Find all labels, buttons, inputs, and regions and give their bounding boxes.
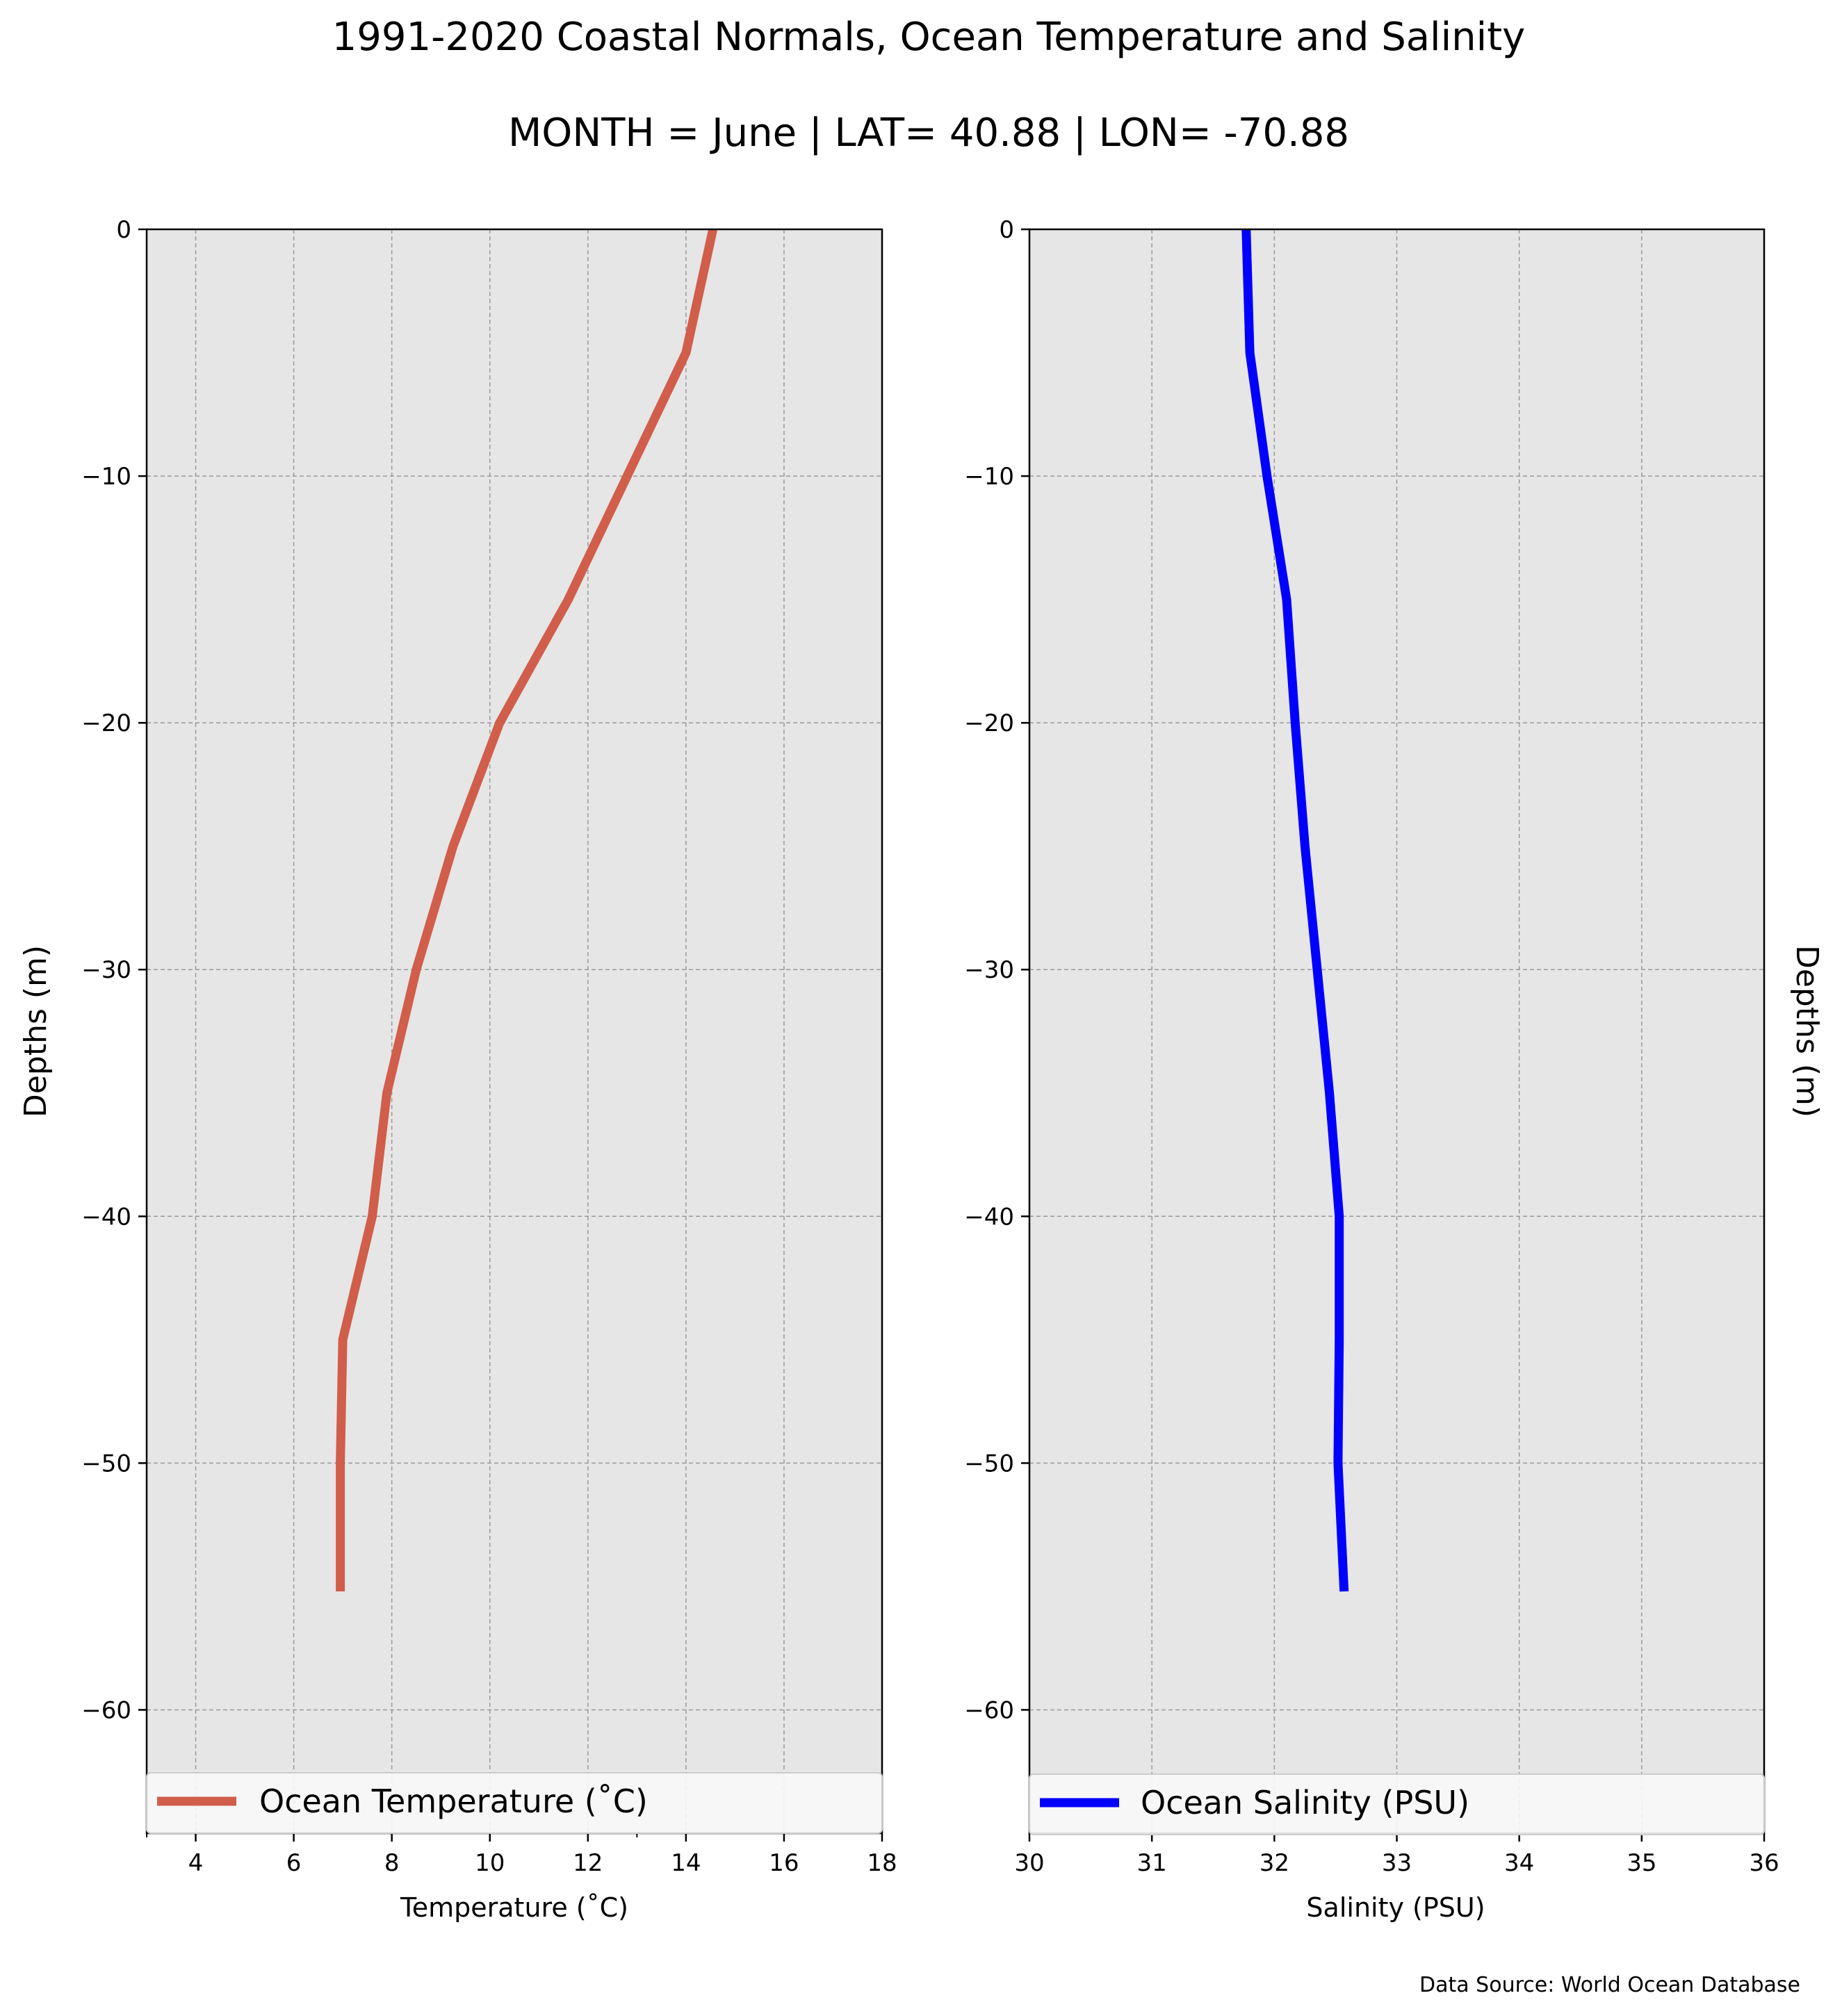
- temperature-x-tick-label: 6: [286, 1849, 302, 1877]
- salinity-legend-box: [1029, 1773, 1765, 1835]
- salinity-x-tick-label: 36: [1749, 1849, 1779, 1877]
- salinity-chart: 30 31 32 33 34 35 36 0 −10 −20 −30 −40 −50 −60 Ocean…: [964, 216, 1825, 1923]
- temperature-data-point: [386, 1092, 388, 1094]
- salinity-data-point: [1266, 475, 1268, 477]
- salinity-y-tick-label: −60: [964, 1696, 1014, 1724]
- salinity-x-tick-label: 31: [1137, 1849, 1167, 1877]
- temperature-data-point: [453, 846, 454, 847]
- data-source-note: Data Source: World Ocean Database: [1419, 1973, 1800, 1997]
- salinity-x-tick-label: 33: [1382, 1849, 1412, 1877]
- salinity-x-ticks: 30 31 32 33 34 35 36: [1014, 1833, 1779, 1877]
- salinity-y-tick-label: −50: [964, 1450, 1014, 1477]
- temperature-x-axis-label: Temperature (˚C): [400, 1892, 628, 1923]
- salinity-data-point: [1339, 1215, 1340, 1217]
- salinity-data-point: [1337, 1462, 1339, 1464]
- temperature-legend-box: [146, 1772, 883, 1834]
- temperature-x-tick-label: 8: [384, 1849, 400, 1877]
- temperature-x-tick-label: 10: [475, 1849, 505, 1877]
- temperature-x-tick-label: 4: [188, 1849, 204, 1877]
- temperature-grid: [147, 229, 883, 1833]
- temperature-data-point: [340, 1462, 341, 1464]
- salinity-x-tick-label: 34: [1504, 1849, 1534, 1877]
- temperature-x-tick-label: 18: [867, 1849, 897, 1877]
- temperature-y-tick-label: 0: [116, 216, 131, 244]
- temperature-data-point: [626, 475, 628, 477]
- temperature-y-tick-label: −30: [81, 956, 131, 984]
- temperature-x-ticks: 4 6 8 10 12 14 16 18: [146, 1833, 897, 1877]
- temperature-y-tick-label: −40: [81, 1203, 131, 1231]
- temperature-data-point: [340, 1591, 341, 1592]
- salinity-series-line: [1241, 229, 1349, 1592]
- salinity-legend-label: Ocean Salinity (PSU): [1141, 1784, 1469, 1821]
- temperature-legend: Ocean Temperature (˚C): [146, 1772, 883, 1834]
- temperature-y-tick-label: −20: [81, 710, 131, 737]
- salinity-x-axis-label: Salinity (PSU): [1306, 1892, 1485, 1923]
- temperature-x-tick-label: 16: [769, 1849, 799, 1877]
- salinity-data-point: [1344, 1591, 1345, 1592]
- salinity-x-tick-label: 35: [1627, 1849, 1656, 1877]
- temperature-y-ticks: 0 −10 −20 −30 −40 −50 −60: [81, 216, 147, 1724]
- temperature-y-tick-label: −50: [81, 1450, 131, 1477]
- salinity-y-axis-label: Depths (m): [1789, 945, 1825, 1117]
- temperature-y-tick-label: −60: [81, 1696, 131, 1724]
- temperature-data-point: [568, 599, 569, 600]
- chart-subtitle: MONTH = June | LAT= 40.88 | LON= -70.88: [508, 110, 1349, 156]
- salinity-data-point: [1286, 599, 1287, 600]
- salinity-series: [1241, 229, 1349, 1592]
- temperature-data-point: [416, 969, 417, 970]
- temperature-series: [336, 228, 718, 1592]
- chart-title: 1991-2020 Coastal Normals, Ocean Tempera…: [332, 15, 1526, 60]
- salinity-y-ticks: 0 −10 −20 −30 −40 −50 −60: [964, 216, 1029, 1724]
- salinity-y-tick-label: −30: [964, 956, 1014, 984]
- salinity-y-tick-label: −10: [964, 463, 1014, 491]
- temperature-data-point: [685, 352, 687, 354]
- temperature-legend-label: Ocean Temperature (˚C): [259, 1783, 648, 1820]
- temperature-data-point: [372, 1215, 373, 1217]
- salinity-x-tick-label: 30: [1014, 1849, 1044, 1877]
- temperature-y-tick-label: −10: [81, 463, 131, 491]
- salinity-data-point: [1249, 352, 1250, 354]
- salinity-legend: Ocean Salinity (PSU): [1029, 1773, 1765, 1835]
- temperature-data-point: [342, 1339, 343, 1341]
- temperature-y-axis-label: Depths (m): [18, 945, 54, 1117]
- salinity-data-point: [1339, 1339, 1340, 1341]
- temperature-x-tick-label: 14: [671, 1849, 701, 1877]
- temperature-series-line: [336, 228, 718, 1591]
- temperature-plot-area: [147, 229, 882, 1833]
- temperature-x-tick-label: 12: [573, 1849, 603, 1877]
- salinity-data-point: [1329, 1092, 1330, 1094]
- temperature-chart: 4 6 8 10 12 14 16 18 0 −10 −20 −30 −40 −50 −60 Ocean …: [18, 216, 897, 1923]
- salinity-y-tick-label: −20: [964, 710, 1014, 737]
- temperature-data-point: [499, 722, 500, 723]
- salinity-y-tick-label: 0: [999, 216, 1014, 244]
- salinity-x-tick-label: 32: [1260, 1849, 1289, 1877]
- salinity-data-point: [1294, 722, 1296, 723]
- salinity-data-point: [1304, 846, 1305, 847]
- salinity-y-tick-label: −40: [964, 1203, 1014, 1231]
- salinity-data-point: [1317, 969, 1318, 970]
